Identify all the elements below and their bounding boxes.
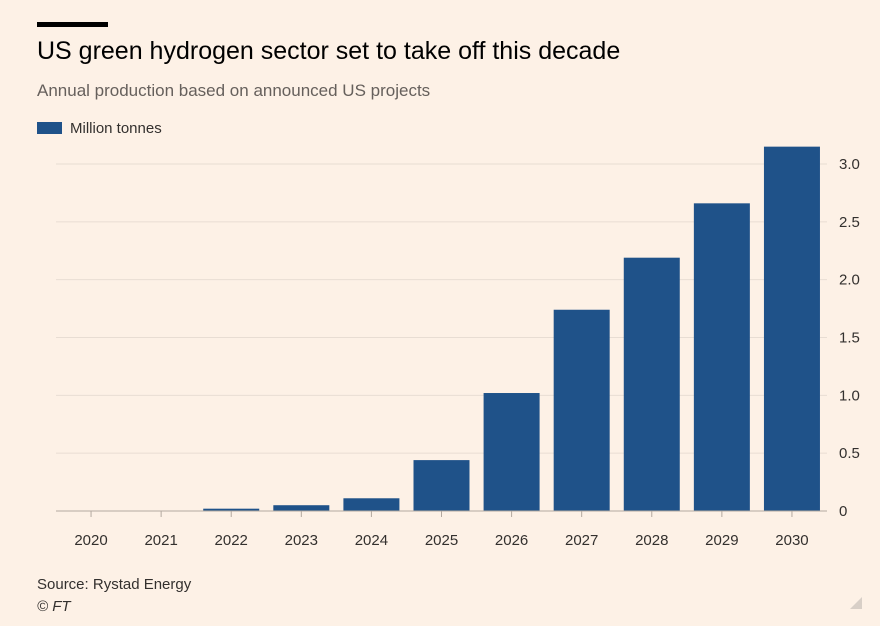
y-tick-label: 1.5 [839,330,860,347]
x-tick-label: 2028 [635,532,668,549]
legend-swatch [37,122,62,134]
x-tick-label: 2027 [565,532,598,549]
bar [693,203,750,511]
x-tick-label: 2022 [215,532,248,549]
x-tick-label: 2029 [705,532,738,549]
x-tick-label: 2026 [495,532,528,549]
chart-subtitle: Annual production based on announced US … [37,81,431,100]
x-tick-label: 2024 [355,532,388,549]
bar [413,460,470,511]
y-tick-label: 2.0 [839,272,860,289]
legend-label: Million tonnes [70,119,162,137]
chart-title: US green hydrogen sector set to take off… [37,37,621,65]
bar [203,508,260,511]
header-rule [37,22,108,27]
y-tick-label: 2.5 [839,214,860,231]
bar [343,498,400,511]
bar [623,257,680,511]
y-tick-label: 0.5 [839,445,860,462]
y-tick-label: 3.0 [839,156,860,173]
y-tick-label: 1.0 [839,387,860,404]
x-tick-label: 2030 [775,532,808,549]
resize-corner-icon [850,597,862,609]
x-tick-label: 2020 [74,532,107,549]
legend: Million tonnes [37,119,162,137]
bar [553,309,610,511]
x-tick-label: 2021 [144,532,177,549]
x-tick-label: 2023 [285,532,318,549]
y-tick-label: 0 [839,503,847,520]
bar [483,393,540,511]
ft-credit: © FT [37,598,71,615]
bar [763,146,820,511]
source-note: Source: Rystad Energy [37,576,192,593]
x-tick-label: 2025 [425,532,458,549]
bar [273,505,330,511]
